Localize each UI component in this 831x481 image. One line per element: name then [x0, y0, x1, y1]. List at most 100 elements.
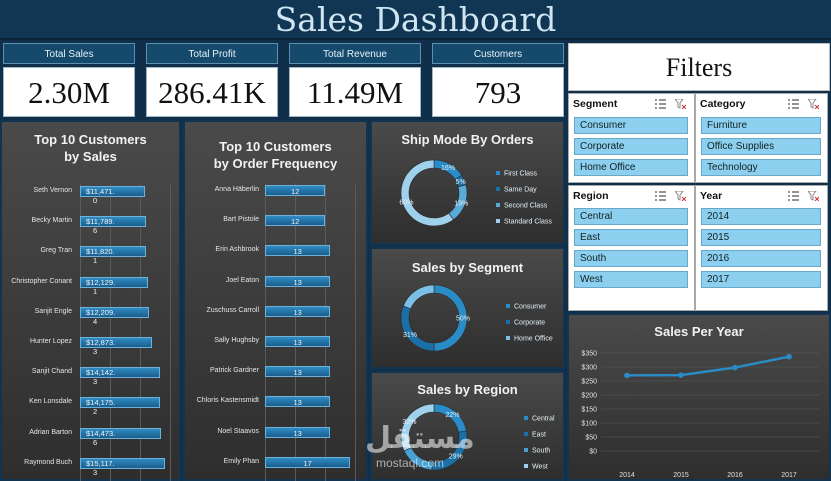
chart-title: Sales Per Year: [654, 324, 744, 339]
donut-slice: [400, 159, 454, 227]
bar-category-label: Erin Ashbrook: [215, 246, 259, 254]
bar: [80, 186, 145, 197]
slicer-item-east[interactable]: East: [574, 229, 688, 246]
slice-label: 22%: [445, 412, 459, 419]
chart-title: Top 10 Customers by Sales: [2, 131, 179, 165]
bar-value-label: 12: [291, 187, 300, 196]
slicer-item-technology[interactable]: Technology: [701, 159, 821, 176]
kpi-value: 11.49M: [289, 67, 421, 117]
chart-title-line: Top 10 Customers: [34, 132, 147, 147]
legend-swatch: [496, 171, 500, 175]
slicer-item-west[interactable]: West: [574, 271, 688, 288]
bar-value-label: $14,142. 3: [86, 368, 115, 386]
y-tick-label: $350: [581, 351, 597, 358]
gridline: [325, 183, 326, 481]
bar: [80, 306, 149, 318]
slice-label: 32%: [403, 419, 417, 426]
x-tick-label: 2014: [619, 472, 635, 479]
clear-filter-icon[interactable]: [675, 191, 686, 201]
slicer-item-home-office[interactable]: Home Office: [574, 159, 688, 176]
bar-value-text: $15,117.: [86, 458, 115, 468]
bar-value-text: 1: [93, 286, 98, 296]
donut-slice: [403, 447, 433, 471]
legend-label: East: [532, 432, 546, 439]
gridline: [80, 184, 81, 481]
slicer-item-2016[interactable]: 2016: [701, 250, 821, 267]
kpi-label: Total Sales: [3, 43, 135, 64]
bar-value-label: $12,873. 3: [86, 338, 115, 356]
bar-value-label: $11,820. 1: [86, 247, 115, 265]
bar-value-label: 17: [303, 458, 312, 468]
y-tick-label: $200: [581, 393, 597, 400]
legend-swatch: [496, 203, 500, 207]
bar-value-label: $14,473. 6: [86, 429, 115, 447]
legend-label: West: [532, 464, 548, 471]
bar: [80, 457, 166, 469]
slicer-item-office-supplies[interactable]: Office Supplies: [701, 138, 821, 155]
slicer-item-south[interactable]: South: [574, 250, 688, 267]
kpi-value: 286.41K: [146, 67, 278, 117]
bar-category-label: Christopher Conant: [11, 277, 72, 285]
bar-value-text: $14,175.: [86, 398, 116, 408]
ship-mode-donut: 16%5% 19% 60% First Class Same Day Second Cla…: [399, 159, 552, 227]
donut-slice: [400, 403, 435, 452]
data-point: [786, 353, 792, 360]
slicer-header: Segment: [569, 94, 694, 114]
top-customers-frequency-chart: Anna Häberlin 12 Bart Pistole 12 Erin Ashbro…: [185, 122, 370, 481]
bar-value-text: 4: [93, 316, 98, 326]
page-title: Sales Dashboard: [274, 0, 557, 39]
bar-value-text: $12,873.: [86, 338, 116, 347]
chart-title-line: by Order Frequency: [213, 156, 338, 171]
kpi-total-profit: Total Profit 286.41K: [146, 43, 278, 117]
bar-value-text: 6: [93, 437, 98, 447]
legend-swatch: [524, 448, 528, 452]
y-tick-label: $150: [581, 407, 597, 414]
donut-slice: [400, 305, 435, 352]
x-tick-label: 2017: [781, 472, 797, 479]
slicer-item-consumer[interactable]: Consumer: [574, 117, 688, 134]
bar-value-label: $15,117. 3: [86, 459, 115, 477]
legend-label: Second Class: [504, 203, 548, 210]
bar-value-label: 13: [293, 338, 302, 347]
multi-select-icon[interactable]: [655, 191, 666, 201]
bar-value-text: 3: [93, 347, 98, 356]
clear-filter-icon[interactable]: [808, 191, 819, 201]
legend-label: South: [532, 448, 550, 455]
legend-swatch: [496, 219, 500, 223]
multi-select-icon[interactable]: [788, 191, 799, 201]
slicer-year: Year 2014 2015 2016 2017: [695, 185, 828, 311]
chart-title: Top 10 Customers by Order Frequency: [185, 138, 366, 172]
series-line: [626, 355, 790, 377]
multi-select-icon[interactable]: [788, 99, 799, 109]
top-customers-sales-chart: Seth Vernon $11,471. 0 Becky Martin $11,789.…: [2, 122, 183, 481]
bar-value-label: $12,129. 1: [86, 278, 115, 296]
legend-label: Home Office: [514, 336, 553, 343]
chart-title-line: Top 10 Customers: [219, 139, 332, 154]
slicer-item-2017[interactable]: 2017: [701, 271, 821, 288]
data-point: [624, 372, 630, 379]
gridline: [110, 184, 111, 481]
donut-slice: [431, 430, 468, 471]
y-tick-label: $100: [581, 421, 597, 428]
x-tick-label: 2015: [673, 472, 689, 479]
slicer-item-furniture[interactable]: Furniture: [701, 117, 821, 134]
slicer-item-2014[interactable]: 2014: [701, 208, 821, 225]
slice-label: 50%: [456, 316, 470, 323]
bar: [80, 397, 160, 409]
clear-filter-icon[interactable]: [675, 99, 686, 109]
bar-value-text: $14,142.: [86, 368, 116, 378]
multi-select-icon[interactable]: [655, 99, 666, 109]
bar-value-label: 13: [293, 368, 302, 378]
kpi-total-sales: Total Sales 2.30M: [3, 43, 135, 117]
bar: [265, 215, 325, 227]
bar-value-text: 3: [93, 377, 98, 387]
slicer-item-central[interactable]: Central: [574, 208, 688, 225]
chart-title: Ship Mode By Orders: [401, 132, 534, 147]
bar-category-label: Bart Pistole: [223, 216, 259, 224]
slicer-item-2015[interactable]: 2015: [701, 229, 821, 246]
clear-filter-icon[interactable]: [808, 99, 819, 109]
bar-category-label: Seth Vernon: [33, 187, 72, 194]
legend-swatch: [524, 416, 528, 420]
slicer-item-corporate[interactable]: Corporate: [574, 138, 688, 155]
bar-value-label: 13: [293, 428, 302, 438]
